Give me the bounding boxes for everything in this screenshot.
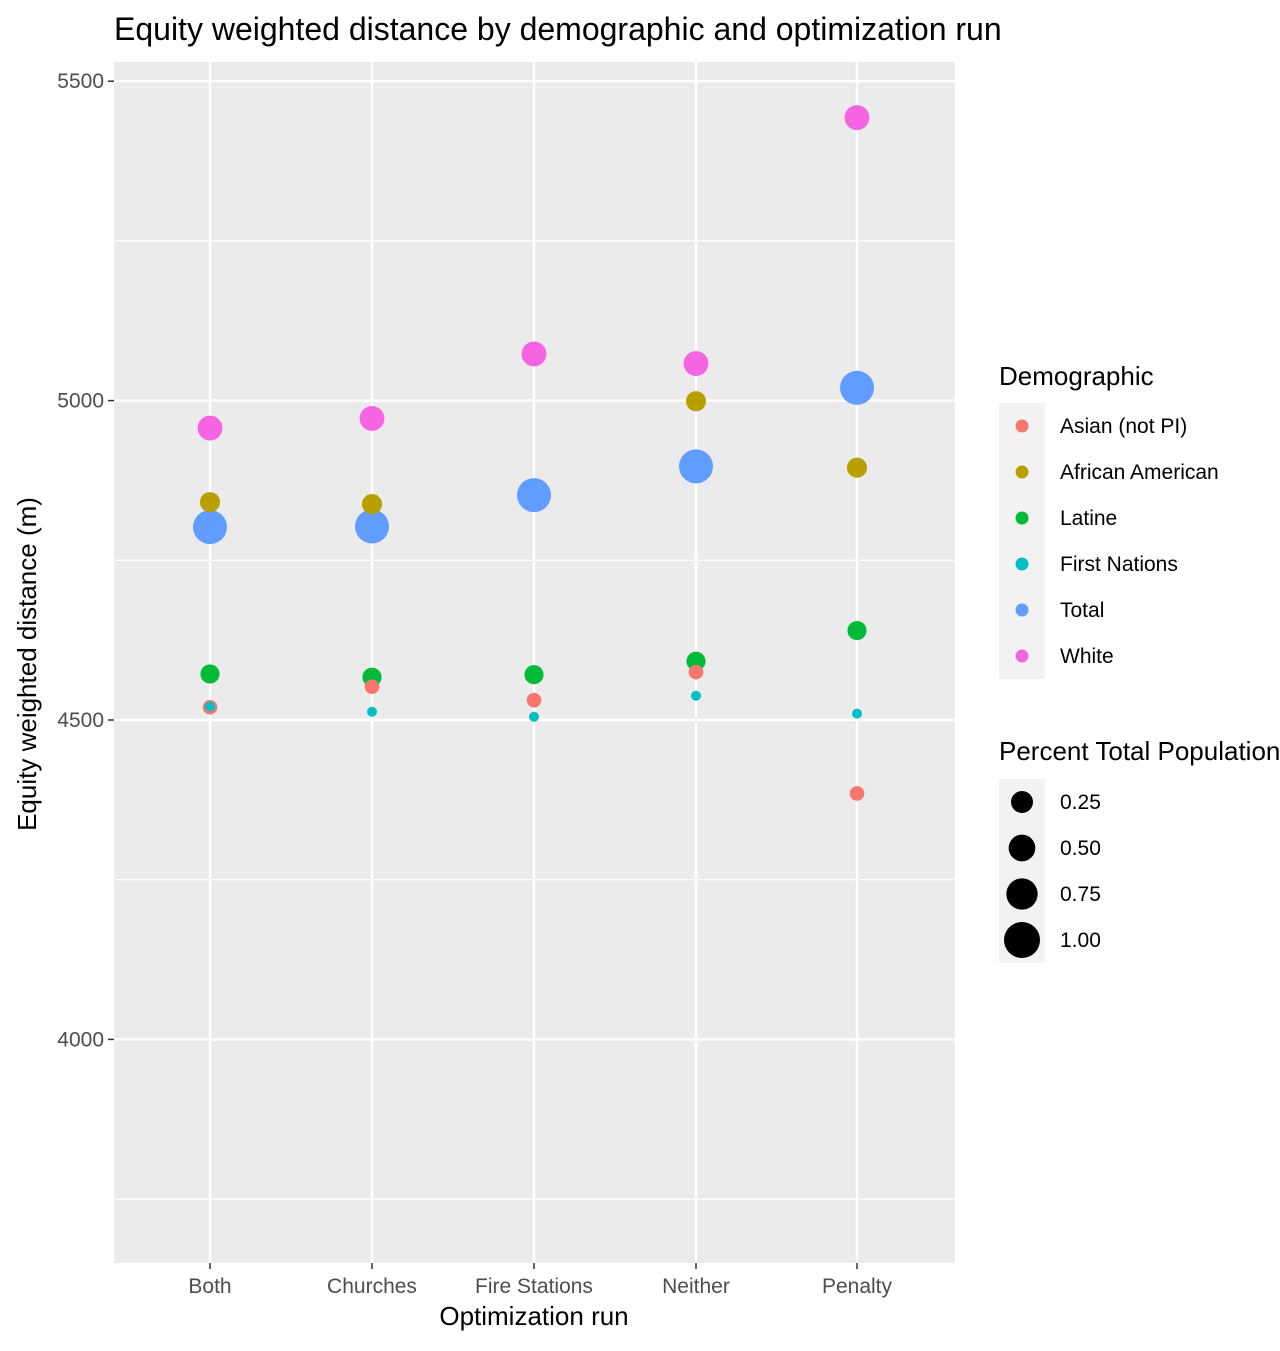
point-first-nations [367,706,377,717]
legend-key-total [1015,603,1029,617]
legend-key-latine [1015,511,1029,525]
point-asian-not-pi [849,786,865,801]
x-tick-label: Both [188,1275,231,1298]
axis-layer: 4000 4500 5000 5500 Both Churches Fire Station… [57,70,892,1298]
size-key-1-00 [1004,922,1040,958]
y-tick-label: 5000 [57,390,104,413]
point-asian-not-pi [364,679,380,695]
point-asian-not-pi [688,664,704,680]
size-key-0-25 [1011,791,1033,813]
point-total [517,478,551,513]
point-latine [686,651,706,671]
legend-key-first-nations [1015,557,1029,571]
size-legend-title: Percent Total Population [999,736,1280,766]
chart-title: Equity weighted distance by demographic … [114,11,1002,47]
size-label-0-75: 0.75 [1060,883,1101,906]
point-white [197,415,223,441]
legend-label-asian-not-pi: Asian (not PI) [1060,415,1187,438]
legend-label-total: Total [1060,599,1104,622]
point-african-american [199,492,221,513]
point-total [679,449,713,484]
point-latine [200,664,220,684]
x-tick-label: Churches [327,1275,417,1298]
points-layer [193,105,874,801]
plot-panel [114,62,955,1263]
legend-label-african-american: African American [1060,461,1219,484]
point-total [193,510,227,545]
point-asian-not-pi [526,692,542,708]
point-first-nations [852,708,862,719]
point-first-nations [529,711,539,722]
size-label-1-00: 1.00 [1060,929,1101,952]
point-latine [524,665,544,685]
legend-key-african-american [1015,465,1029,479]
y-tick-label: 5500 [57,70,104,93]
legend-key-white [1015,649,1029,663]
x-axis-title: Optimization run [439,1301,628,1331]
point-total [840,370,874,405]
size-label-0-50: 0.50 [1060,837,1101,860]
point-first-nations [205,701,215,712]
point-total [355,509,389,544]
size-key-0-75 [1006,878,1038,910]
legend-label-latine: Latine [1060,507,1117,530]
point-african-american [361,494,383,515]
point-african-american [846,457,868,478]
y-axis-title: Equity weighted distance (m) [12,497,42,831]
y-tick-label: 4500 [57,709,104,732]
point-african-american [685,391,707,412]
color-legend-key-background [999,403,1045,679]
point-first-nations [691,690,701,701]
point-white [521,341,547,367]
legend-label-white: White [1060,645,1114,668]
size-legend: Percent Total Population 0.25 0.50 0.75 1.0… [999,736,1280,963]
y-tick-label: 4000 [57,1028,104,1051]
legend-key-asian-not-pi [1015,419,1029,433]
size-key-0-50 [1008,834,1036,862]
size-label-0-25: 0.25 [1060,791,1101,814]
color-legend: Demographic Asian (not PI) African Americ… [999,361,1219,679]
point-white [359,406,385,431]
point-white [844,105,870,131]
x-tick-label: Neither [662,1275,730,1298]
point-latine [847,620,867,641]
x-tick-label: Penalty [822,1275,893,1298]
point-white [683,351,709,376]
x-tick-label: Fire Stations [475,1275,593,1298]
color-legend-title: Demographic [999,361,1154,391]
legend-label-first-nations: First Nations [1060,553,1178,576]
